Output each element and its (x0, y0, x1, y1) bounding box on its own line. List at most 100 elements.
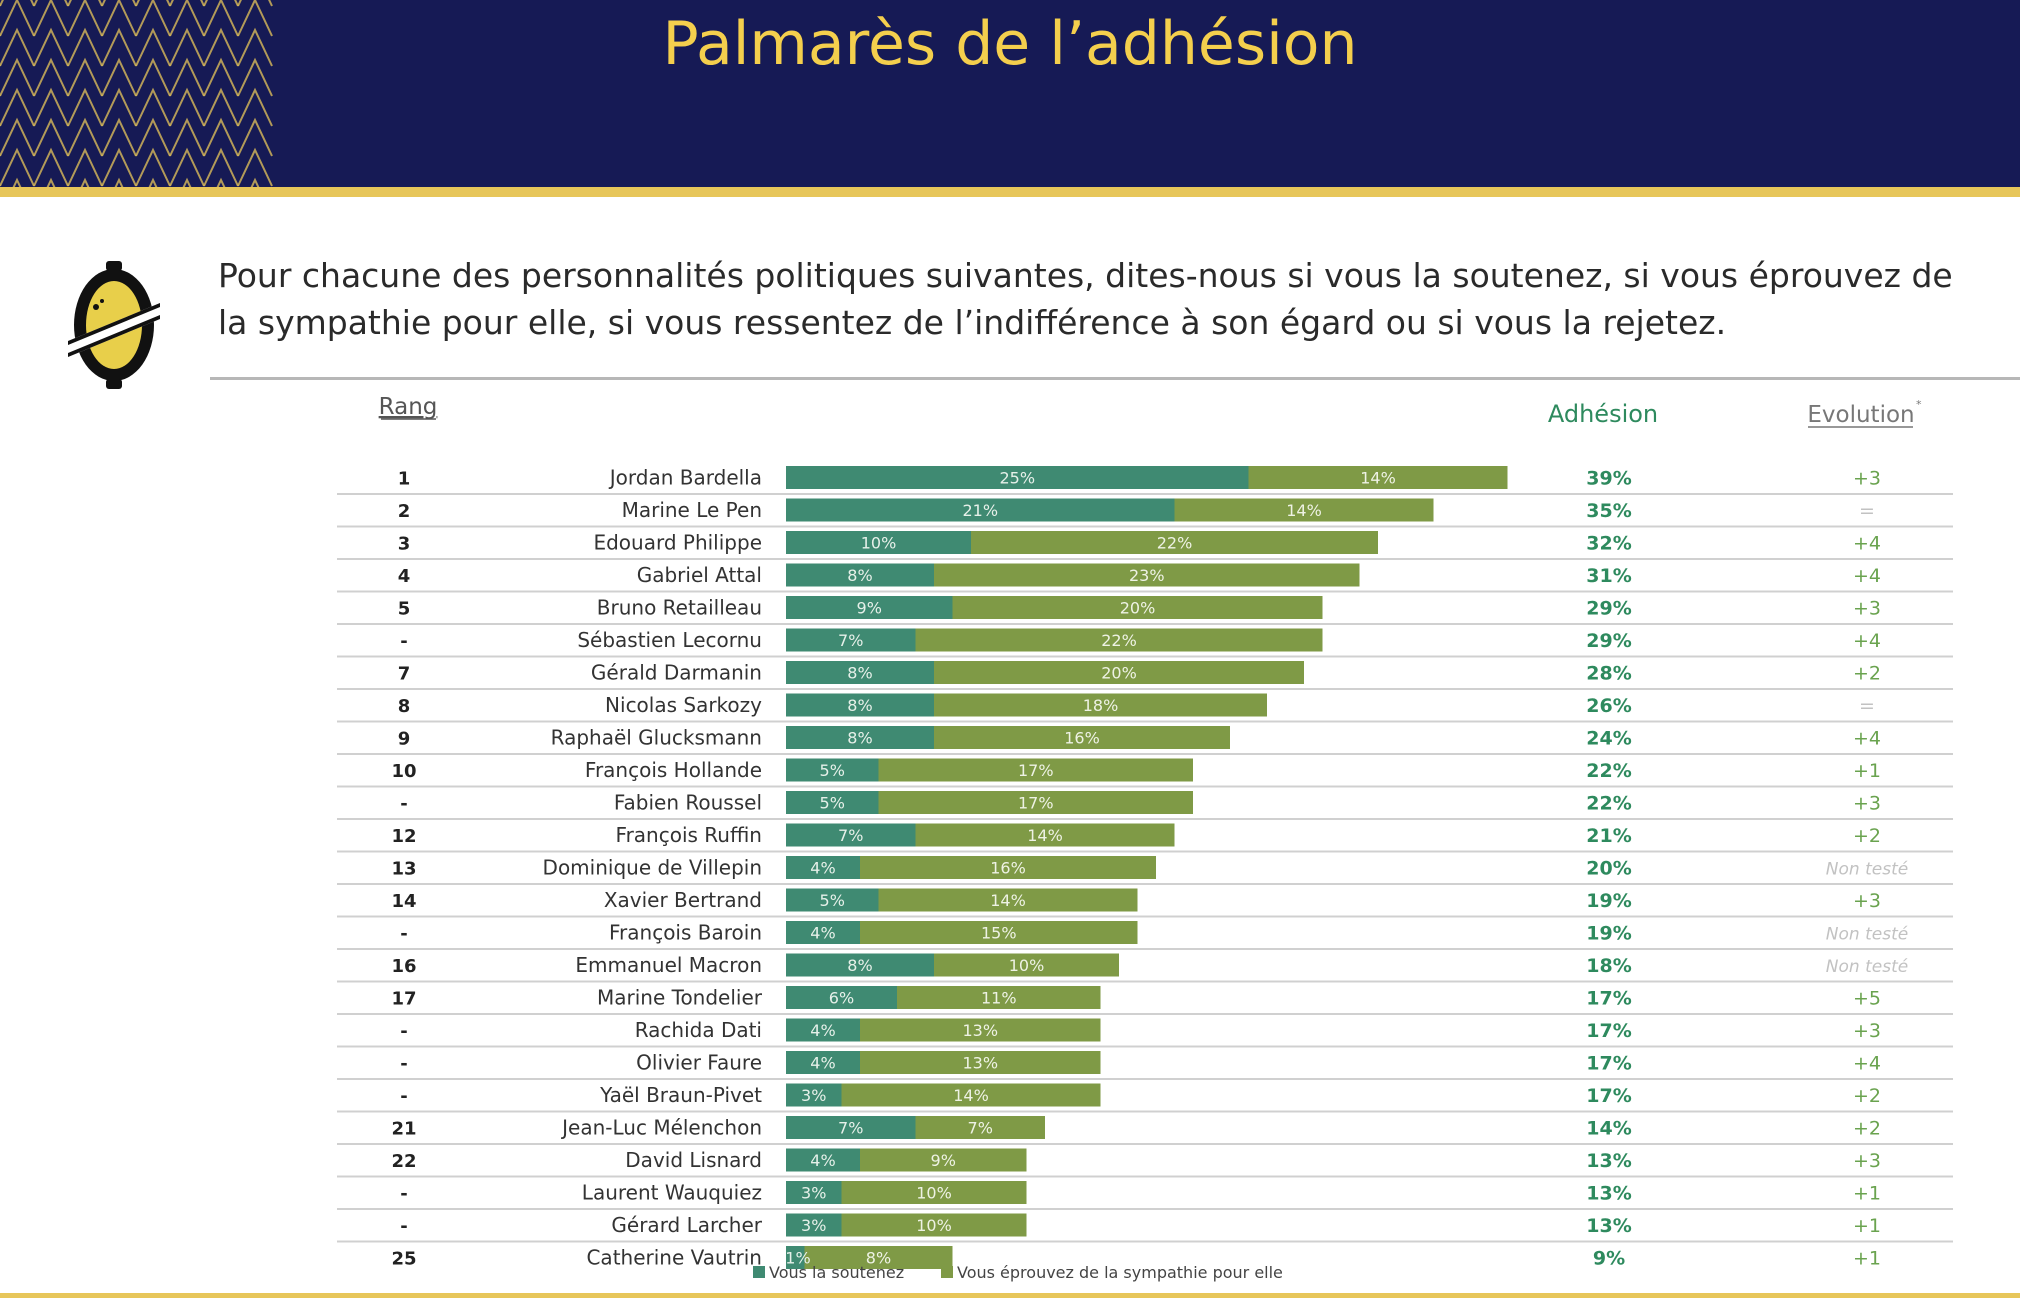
bar-sympathy (841, 1083, 1101, 1107)
chevron-mark (237, 57, 273, 97)
rank-label: - (400, 1021, 407, 1042)
evolution-value: +3 (1853, 1020, 1881, 1042)
bar-support (786, 596, 953, 619)
evolution-value: +2 (1853, 825, 1881, 847)
rank-label: 21 (391, 1119, 416, 1140)
bar-sympathy (952, 596, 1323, 619)
bar-label-support: 8% (847, 696, 872, 715)
chevron-mark (114, 177, 124, 187)
evolution-value: Non testé (1826, 957, 1908, 977)
bar-support (786, 466, 1249, 489)
bar-sympathy (841, 1181, 1027, 1204)
bar-label-support: 5% (820, 794, 845, 813)
bar-label-sympathy: 14% (1027, 826, 1063, 845)
bar-support (786, 1051, 860, 1074)
person-name: Nicolas Sarkozy (605, 693, 762, 717)
chevron-mark (203, 147, 239, 187)
adhesion-value: 17% (1586, 1085, 1631, 1107)
person-name: Gabriel Attal (637, 563, 762, 587)
person-name: Xavier Bertrand (604, 888, 762, 912)
bar-support (786, 1018, 860, 1042)
adhesion-value: 17% (1586, 1053, 1631, 1075)
chevron-mark (169, 147, 205, 187)
bar-label-sympathy: 10% (916, 1184, 952, 1203)
adhesion-value: 28% (1586, 663, 1631, 685)
adhesion-value: 13% (1586, 1150, 1631, 1172)
evolution-value: +3 (1853, 598, 1881, 620)
person-name: Gérard Larcher (611, 1213, 762, 1237)
bar-label-sympathy: 22% (1101, 631, 1137, 650)
bar-label-support: 4% (810, 859, 835, 878)
legend-swatch-sympathy (941, 1266, 953, 1278)
chevron-mark (216, 177, 226, 187)
rank-label: 10 (391, 761, 416, 782)
rank-label: 1 (398, 469, 411, 490)
chevron-mark (0, 0, 35, 37)
adhesion-value: 35% (1586, 500, 1631, 522)
bar-label-sympathy: 14% (953, 1086, 989, 1105)
bar-sympathy (860, 921, 1138, 944)
chevron-mark (80, 177, 90, 187)
evolution-value: +3 (1853, 793, 1881, 815)
adhesion-value: 19% (1586, 890, 1631, 912)
chevron-mark (250, 177, 260, 187)
bar-sympathy (934, 563, 1360, 587)
adhesion-value: 17% (1586, 988, 1631, 1010)
evolution-value: = (1859, 500, 1875, 522)
chevron-mark (169, 57, 205, 97)
evolution-value: +3 (1853, 890, 1881, 912)
rank-label: 17 (391, 989, 416, 1010)
chevron-mark (237, 117, 273, 157)
chevron-mark (67, 117, 103, 157)
chevron-mark (67, 87, 103, 127)
chevron-pattern (0, 0, 273, 187)
bar-support (786, 1213, 842, 1237)
person-name: François Baroin (609, 921, 762, 945)
bar-label-support: 5% (820, 761, 845, 780)
bar-support (786, 1181, 842, 1204)
bar-label-support: 9% (857, 599, 882, 618)
bar-sympathy (915, 823, 1175, 847)
rank-label: - (400, 1184, 407, 1205)
bar-support (786, 726, 934, 749)
chevron-mark (135, 87, 171, 127)
bar-support (786, 1148, 860, 1172)
evolution-header: Evolution (1807, 402, 1914, 428)
bar-support (786, 791, 879, 814)
evolution-value: = (1859, 695, 1875, 717)
evolution-value: +3 (1853, 468, 1881, 490)
bar-label-support: 7% (838, 826, 863, 845)
bar-sympathy (934, 661, 1304, 684)
chevron-mark (203, 117, 239, 157)
bar-support (786, 661, 934, 684)
bar-label-sympathy: 11% (981, 989, 1017, 1008)
bar-sympathy (860, 1051, 1101, 1074)
person-name: Laurent Wauquiez (582, 1181, 762, 1205)
bar-label-support: 1% (785, 1249, 810, 1268)
adhesion-value: 26% (1586, 695, 1631, 717)
bar-label-support: 7% (838, 631, 863, 650)
rank-header: Rang (379, 394, 438, 420)
bar-label-sympathy: 7% (968, 1119, 993, 1138)
bar-support (786, 856, 860, 879)
chevron-mark (237, 147, 273, 187)
adhesion-value: 14% (1586, 1118, 1631, 1140)
bar-sympathy (915, 628, 1323, 652)
person-name: Catherine Vautrin (586, 1246, 762, 1270)
separator-line (210, 377, 2020, 380)
evolution-value: +1 (1853, 1183, 1881, 1205)
bar-label-sympathy: 22% (1157, 534, 1193, 553)
bar-label-support: 10% (861, 534, 897, 553)
bar-support (786, 888, 879, 912)
bar-label-sympathy: 20% (1101, 664, 1137, 683)
question-text: Pour chacune des personnalités politique… (218, 256, 1953, 342)
chevron-mark (203, 27, 239, 67)
chevron-mark (67, 147, 103, 187)
header-banner: Palmarès de l’adhésion (0, 0, 2020, 187)
chevron-mark (203, 57, 239, 97)
bar-support (786, 986, 897, 1009)
chevron-mark (67, 27, 103, 67)
bar-sympathy (860, 1148, 1027, 1172)
rank-label: 12 (391, 826, 416, 847)
person-name: Marine Le Pen (622, 498, 762, 522)
